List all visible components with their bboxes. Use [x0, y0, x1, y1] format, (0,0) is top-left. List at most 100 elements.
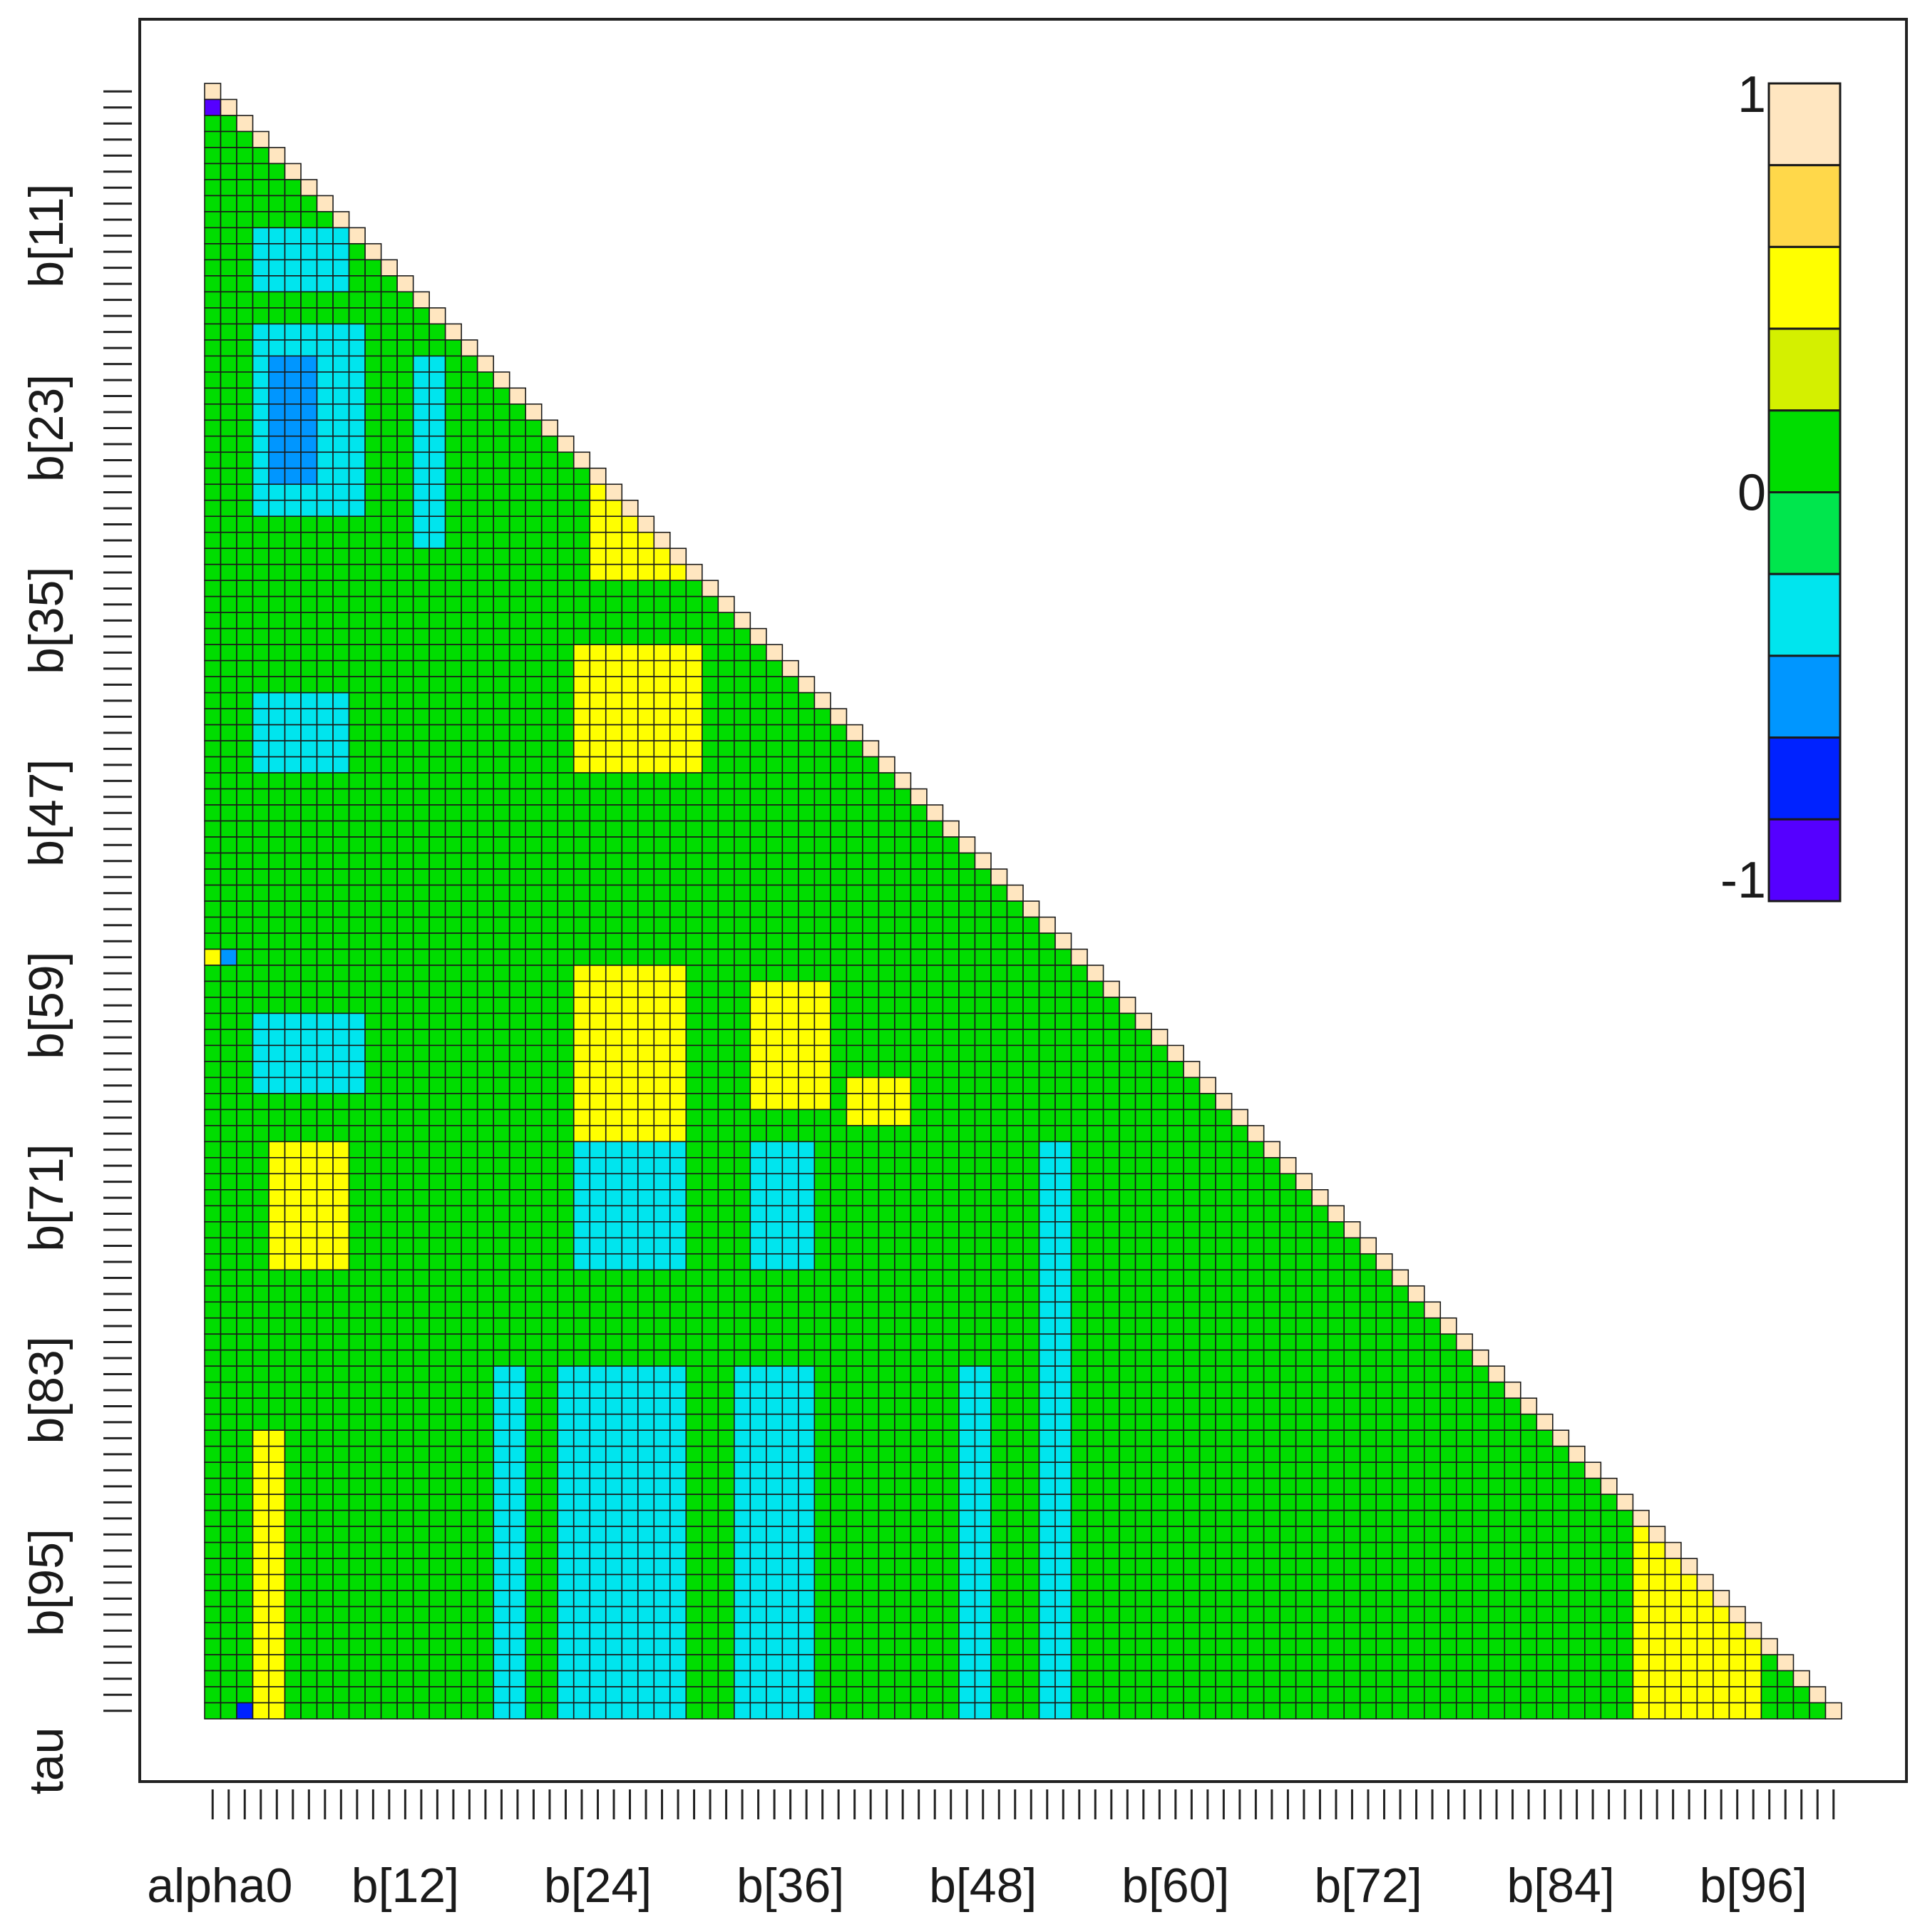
heatmap-cell [332, 1061, 350, 1079]
heatmap-cell [910, 1477, 928, 1495]
heatmap-cell [1295, 1526, 1313, 1543]
heatmap-cell [717, 1044, 735, 1062]
heatmap-cell [508, 1590, 527, 1608]
heatmap-cell [701, 836, 719, 854]
heatmap-cell [316, 1461, 334, 1479]
heatmap-cell [508, 1429, 527, 1447]
heatmap-cell [540, 627, 559, 645]
heatmap-cell [1247, 1573, 1265, 1591]
heatmap-cell [284, 531, 302, 550]
heatmap-cell [348, 275, 366, 293]
heatmap-cell [926, 1590, 944, 1608]
heatmap-cell [300, 419, 318, 437]
heatmap-cell [669, 1349, 687, 1367]
heatmap-cell [1166, 1044, 1184, 1062]
heatmap-cell [605, 1429, 623, 1447]
heatmap-cell [380, 1509, 398, 1527]
heatmap-cell [428, 499, 446, 518]
heatmap-cell [1520, 1429, 1538, 1447]
heatmap-cell [798, 708, 816, 726]
heatmap-cell [1198, 1445, 1216, 1463]
heatmap-cell [1054, 1029, 1072, 1047]
heatmap-cell [476, 1429, 494, 1447]
heatmap-cell [268, 1157, 286, 1175]
heatmap-cell [300, 740, 318, 758]
heatmap-cell [1134, 1381, 1152, 1399]
heatmap-cell [1407, 1477, 1425, 1495]
heatmap-cell [204, 659, 222, 677]
heatmap-cell [412, 1461, 430, 1479]
heatmap-cell [1343, 1397, 1361, 1415]
heatmap-cell [958, 900, 976, 918]
heatmap-cell [1087, 1125, 1104, 1143]
heatmap-cell [284, 275, 302, 293]
heatmap-cell [653, 1044, 671, 1062]
heatmap-cell [508, 1237, 527, 1255]
heatmap-cell [1279, 1509, 1297, 1527]
heatmap-cell [396, 1093, 414, 1111]
heatmap-cell [396, 965, 414, 982]
heatmap-cell [540, 1461, 559, 1479]
heatmap-cell [461, 612, 478, 630]
heatmap-cell [557, 499, 575, 518]
heatmap-cell [332, 676, 350, 694]
heatmap-cell [910, 1622, 928, 1640]
heatmap-cell [1151, 1365, 1169, 1383]
heatmap-cell [1166, 1253, 1184, 1271]
heatmap-cell [525, 1654, 543, 1672]
heatmap-cell [1487, 1558, 1506, 1576]
heatmap-cell [734, 788, 751, 806]
heatmap-cell [1311, 1269, 1329, 1287]
heatmap-cell [605, 868, 623, 886]
heatmap-cell [332, 708, 350, 726]
heatmap-cell [1215, 1365, 1233, 1383]
heatmap-cell [653, 1541, 671, 1559]
heatmap-cell [1006, 980, 1024, 998]
heatmap-cell [862, 980, 880, 998]
heatmap-cell [974, 997, 992, 1014]
heatmap-cell [878, 1061, 895, 1079]
heatmap-cell [476, 1638, 494, 1655]
heatmap-cell [1087, 1349, 1104, 1367]
heatmap-cell [380, 1269, 398, 1287]
heatmap-cell [1455, 1397, 1474, 1415]
heatmap-cell [1247, 1285, 1265, 1303]
heatmap-cell [540, 1285, 559, 1303]
heatmap-cell [348, 1365, 366, 1383]
heatmap-cell [589, 1012, 607, 1030]
heatmap-cell [508, 740, 527, 758]
heatmap-cell [252, 1349, 269, 1367]
heatmap-cell [557, 997, 575, 1014]
heatmap-cell [348, 1605, 366, 1623]
heatmap-cell [653, 820, 671, 838]
heatmap-cell [910, 1077, 928, 1094]
heatmap-cell [557, 1301, 575, 1319]
heatmap-cell [364, 339, 382, 357]
heatmap-cell [942, 1477, 960, 1495]
heatmap-cell [220, 627, 237, 645]
heatmap-cell [1423, 1301, 1442, 1319]
heatmap-cell [781, 724, 799, 741]
heatmap-cell [540, 1670, 559, 1687]
heatmap-cell [540, 580, 559, 597]
heatmap-cell [525, 563, 543, 582]
heatmap-cell [878, 1590, 895, 1608]
heatmap-cell [1728, 1605, 1746, 1623]
heatmap-cell [1407, 1573, 1425, 1591]
heatmap-cell [461, 1125, 478, 1143]
heatmap-cell [364, 965, 382, 982]
heatmap-cell [508, 724, 527, 741]
heatmap-cell [942, 1573, 960, 1591]
heatmap-cell [1231, 1109, 1248, 1126]
heatmap-cell [798, 1333, 816, 1351]
heatmap-cell [1391, 1541, 1410, 1559]
heatmap-cell [525, 1365, 543, 1383]
heatmap-cell [685, 708, 703, 726]
heatmap-cell [348, 612, 366, 630]
heatmap-cell [605, 1670, 623, 1687]
heatmap-cell [1087, 1638, 1104, 1655]
heatmap-cell [1070, 1285, 1088, 1303]
heatmap-cell [380, 1654, 398, 1672]
heatmap-cell [621, 1573, 639, 1591]
heatmap-cell [830, 1381, 848, 1399]
